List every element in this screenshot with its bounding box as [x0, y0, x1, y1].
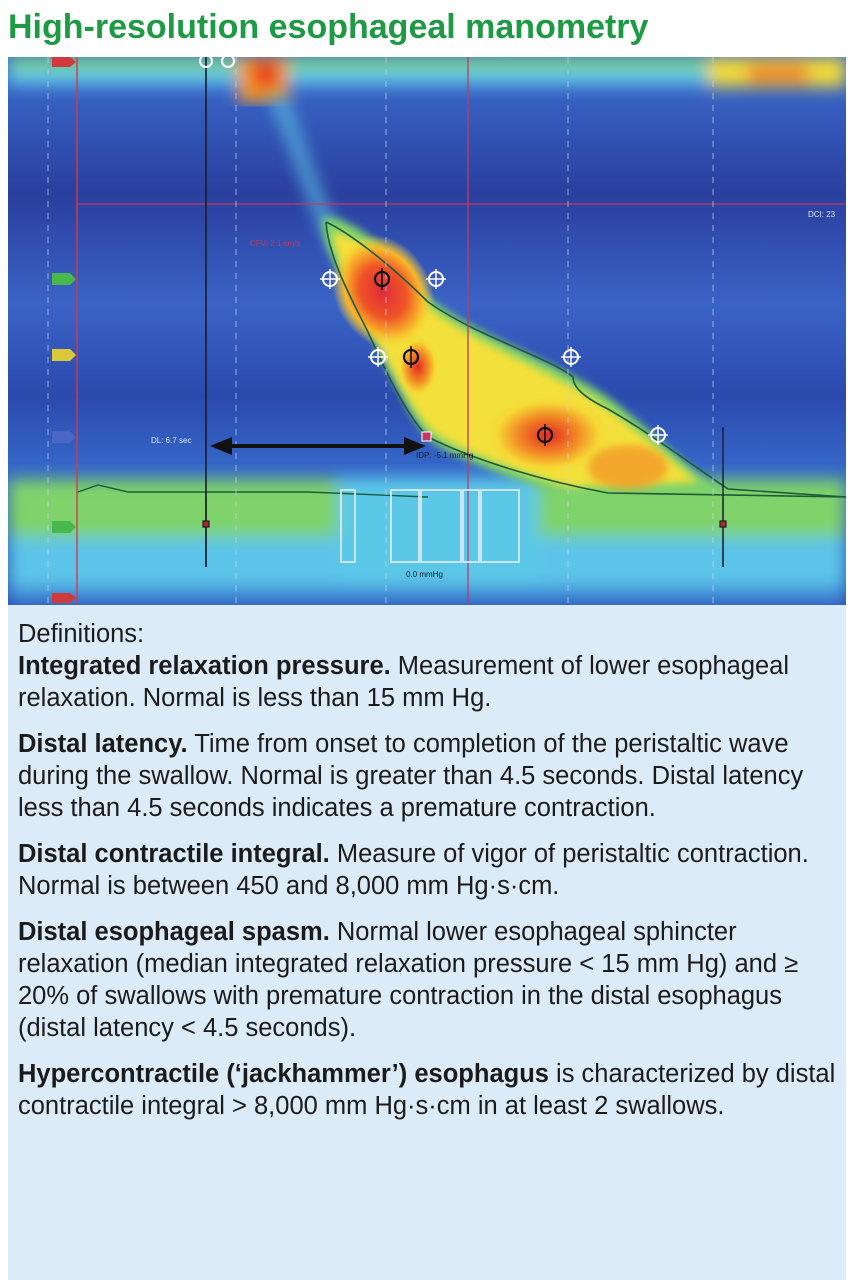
baseline-contour [77, 484, 429, 498]
definition-text: Normal lower esophageal sphincter relaxa… [18, 918, 799, 1042]
sensor-markers [52, 57, 76, 603]
top-markers [199, 57, 235, 68]
manometry-plot: DL: 6.7 sec DCI: 23 CFV: 2.1 cm/s IDP: -… [8, 57, 846, 605]
irp-boxes [340, 489, 520, 563]
dl-label: DL: 6.7 sec [151, 436, 191, 445]
definition-term: Distal esophageal spasm. [18, 918, 330, 946]
definition-irp: Integrated relaxation pressure. Measurem… [18, 650, 836, 714]
definition-text: is characterized by distal contractile i… [18, 1060, 836, 1120]
definition-jackhammer: Hypercontractile (‘jackhammer’) esophagu… [18, 1058, 836, 1122]
les-markers [202, 497, 727, 567]
definition-distal-latency: Distal latency. Time from onset to compl… [18, 728, 836, 824]
dci-label: DCI: 23 [808, 210, 836, 219]
definitions-panel: Definitions: Integrated relaxation press… [8, 605, 846, 1280]
grid-lines [47, 57, 846, 605]
ues-band [8, 57, 846, 102]
definition-dci: Distal contractile integral. Measure of … [18, 838, 836, 902]
cfv-label: CFV: 2.1 cm/s [250, 239, 300, 248]
definition-spasm: Distal esophageal spasm. Normal lower es… [18, 916, 836, 1044]
idp-label: IDP: -5.1 mmHg [416, 451, 473, 460]
manometry-svg: DL: 6.7 sec DCI: 23 CFV: 2.1 cm/s IDP: -… [8, 57, 846, 605]
contraction-wave [322, 217, 846, 498]
definition-term: Hypercontractile (‘jackhammer’) esophagu… [18, 1060, 549, 1088]
page-title: High-resolution esophageal manometry [8, 8, 649, 46]
isobar-label: 0.0 mmHg [406, 570, 443, 579]
definition-text: Measurement of lower esophageal relaxati… [18, 652, 790, 712]
definition-text: Time from onset to completion of the per… [18, 730, 804, 822]
trail-band [268, 97, 353, 257]
crosshair-markers [320, 268, 668, 446]
definition-term: Distal latency. [18, 730, 188, 758]
definition-term: Distal contractile integral. [18, 840, 330, 868]
definitions-heading: Definitions: [18, 620, 145, 648]
definition-term: Integrated relaxation pressure. [18, 652, 391, 680]
definition-text: Measure of vigor of peristaltic contract… [18, 840, 809, 900]
distal-latency-arrow [210, 437, 426, 455]
